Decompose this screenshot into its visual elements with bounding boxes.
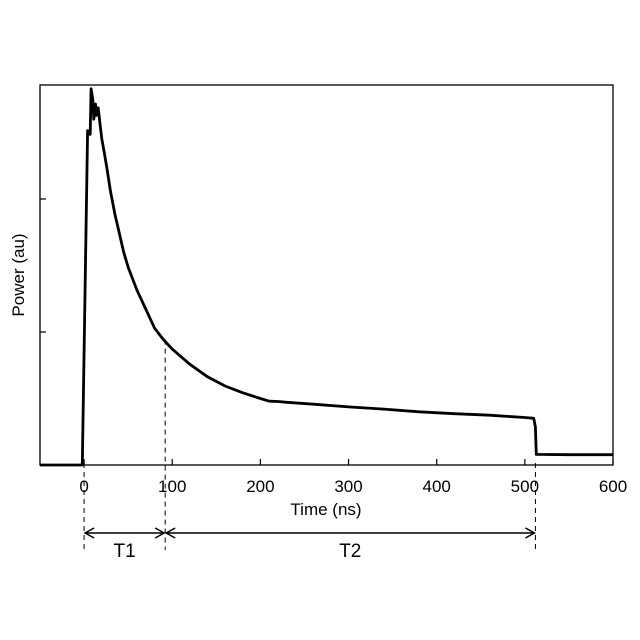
x-tick-label: 600: [599, 477, 627, 496]
x-tick-label: 500: [511, 477, 539, 496]
plot-frame: [40, 85, 613, 465]
x-tick-label: 400: [423, 477, 451, 496]
x-tick-label: 100: [158, 477, 186, 496]
x-tick-label: 200: [246, 477, 274, 496]
x-tick-label: 300: [334, 477, 362, 496]
power-series-line: [40, 89, 613, 465]
x-axis-title: Time (ns): [290, 500, 361, 519]
y-axis-title: Power (au): [9, 233, 28, 316]
annotation-label: T1: [114, 541, 136, 562]
annotation-label: T2: [339, 541, 361, 562]
